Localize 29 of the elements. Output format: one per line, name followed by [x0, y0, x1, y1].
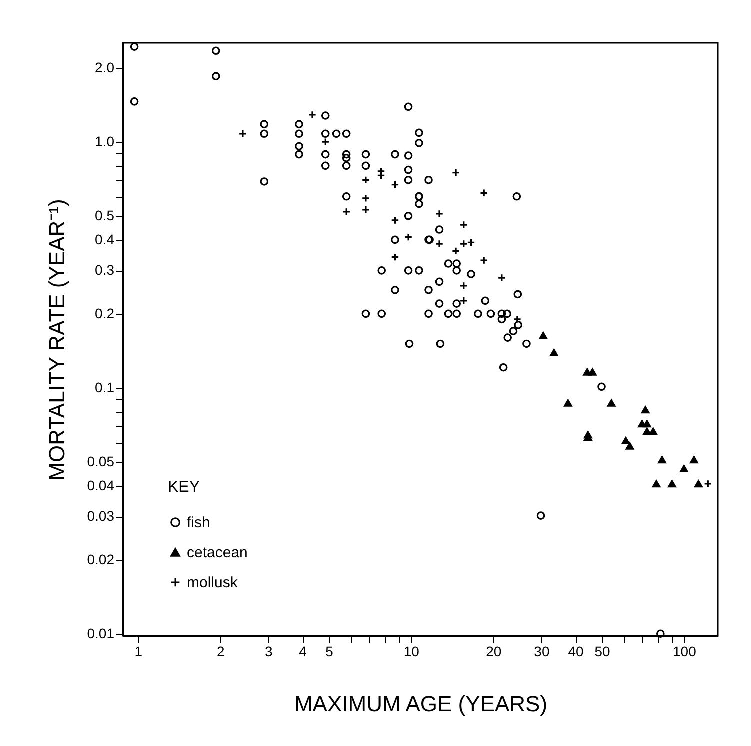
- x-tick-label: 3: [265, 644, 274, 660]
- legend-label: fish: [187, 514, 210, 532]
- y-tick-label: 1.0: [95, 134, 115, 150]
- y-tick-label: 0.5: [95, 208, 115, 224]
- legend-label: cetacean: [187, 544, 248, 562]
- x-tick-label: 2: [216, 644, 225, 660]
- y-tick-label: 0.1: [95, 379, 115, 396]
- y-tick-label: 0.03: [87, 508, 115, 524]
- x-axis-title: MAXIMUM AGE (YEARS): [294, 692, 548, 716]
- x-tick-label: 1: [134, 644, 143, 660]
- y-tick-label: 0.05: [87, 453, 115, 470]
- x-tick-label: 5: [326, 644, 334, 660]
- x-tick-label: 20: [486, 644, 502, 660]
- legend-title: KEY: [168, 479, 200, 496]
- y-tick-label: 0.02: [87, 551, 115, 568]
- x-tick-label: 30: [534, 644, 550, 660]
- x-tick-label: 40: [568, 644, 584, 660]
- y-tick-label: 0.2: [95, 305, 115, 322]
- y-axis-title: MORTALITY RATE (YEAR⁻¹): [44, 199, 70, 481]
- y-tick-label: 0.01: [87, 625, 115, 642]
- y-tick-label: 0.04: [87, 477, 115, 494]
- y-tick-label: 2.0: [95, 60, 115, 76]
- x-tick-label: 50: [594, 644, 610, 660]
- x-tick-label: 100: [673, 644, 697, 660]
- legend-label: mollusk: [187, 574, 238, 592]
- x-tick-label: 4: [299, 644, 308, 660]
- y-tick-label: 0.3: [95, 262, 115, 278]
- y-tick-label: 0.4: [95, 231, 115, 248]
- x-tick-label: 10: [404, 644, 420, 660]
